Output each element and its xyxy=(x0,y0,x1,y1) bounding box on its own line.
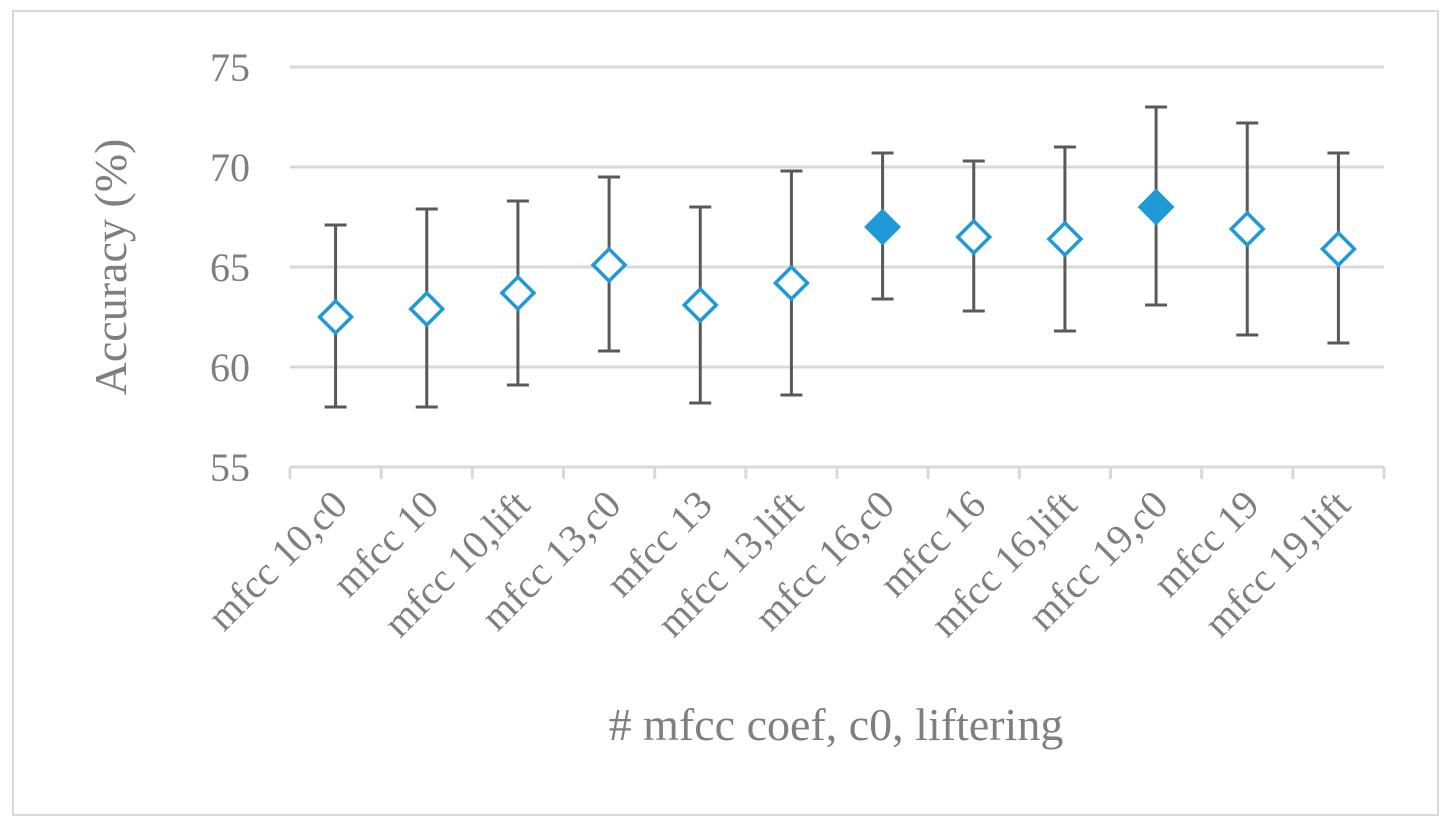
data-point-9 xyxy=(1137,188,1175,226)
chart-frame xyxy=(12,10,1439,816)
y-tick-label-75: 75 xyxy=(210,45,250,90)
x-tick-label-0: mfcc 10,c0 xyxy=(198,482,355,639)
grid-lines xyxy=(290,65,1384,369)
data-point-4 xyxy=(681,286,719,324)
y-axis-title: Accuracy (%) xyxy=(85,139,136,396)
data-point-3 xyxy=(590,246,628,284)
data-point-5 xyxy=(772,264,810,302)
data-point-0 xyxy=(317,298,355,336)
y-axis-tick-labels: 55 60 65 70 75 xyxy=(210,45,250,490)
data-point-2 xyxy=(499,274,537,312)
y-tick-label-65: 65 xyxy=(210,245,250,290)
error-bars xyxy=(324,105,1350,409)
data-point-1 xyxy=(408,290,446,328)
y-tick-label-70: 70 xyxy=(210,145,250,190)
y-tick-label-55: 55 xyxy=(210,445,250,490)
x-axis-title: # mfcc coef, c0, liftering xyxy=(609,699,1064,750)
x-axis xyxy=(288,465,1386,479)
data-point-8 xyxy=(1046,220,1084,258)
data-point-6 xyxy=(864,208,902,246)
data-point-11 xyxy=(1319,230,1357,268)
y-tick-label-60: 60 xyxy=(210,345,250,390)
data-point-10 xyxy=(1228,210,1266,248)
data-point-7 xyxy=(955,218,993,256)
data-points xyxy=(317,188,1357,336)
